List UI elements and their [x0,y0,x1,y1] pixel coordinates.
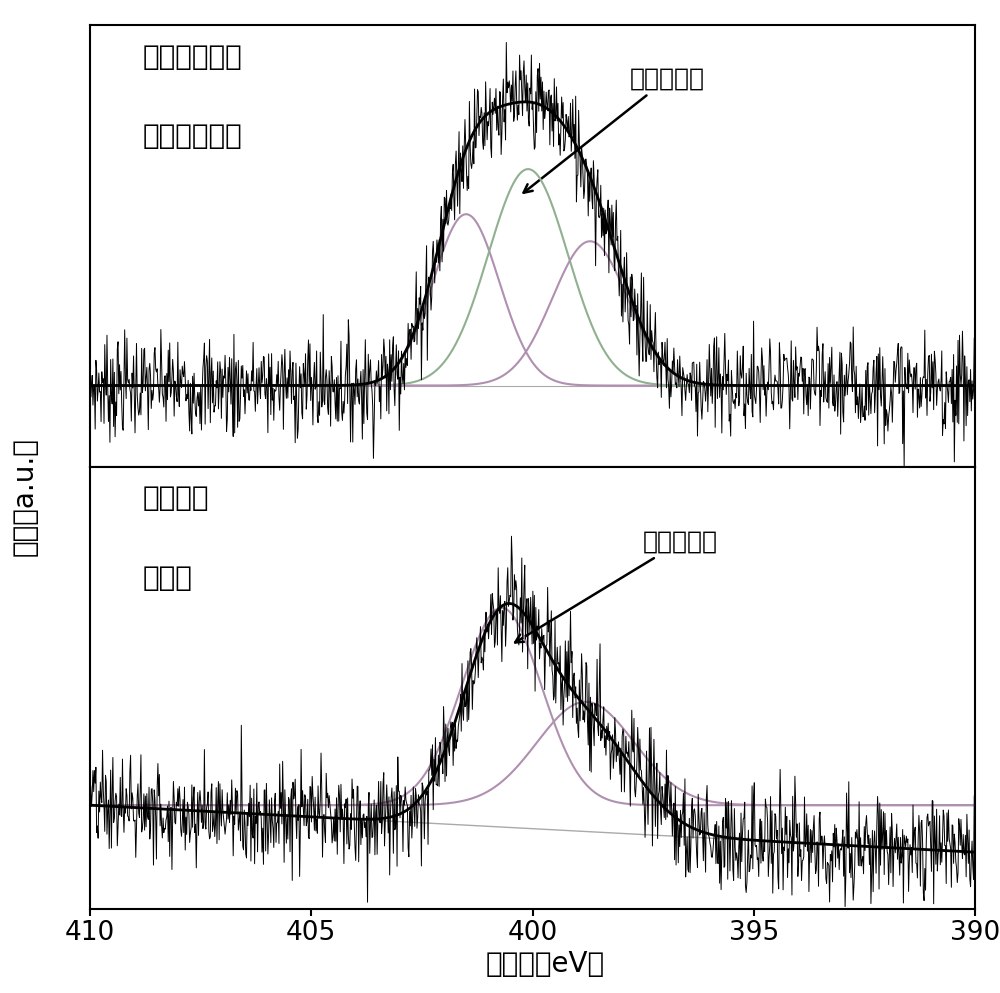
Text: 原始活性: 原始活性 [143,485,210,512]
Text: 炭纤维: 炭纤维 [143,564,193,592]
Text: 含氮官能团: 含氮官能团 [524,67,705,193]
Text: 饰活性炭纤维: 饰活性炭纤维 [143,122,243,150]
Text: 结合能（eV）: 结合能（eV） [485,950,605,978]
Text: 强度（a.u.）: 强度（a.u.） [11,437,39,556]
Text: 杂原子表面修: 杂原子表面修 [143,43,243,71]
Text: 含氮官能团: 含氮官能团 [515,530,718,642]
